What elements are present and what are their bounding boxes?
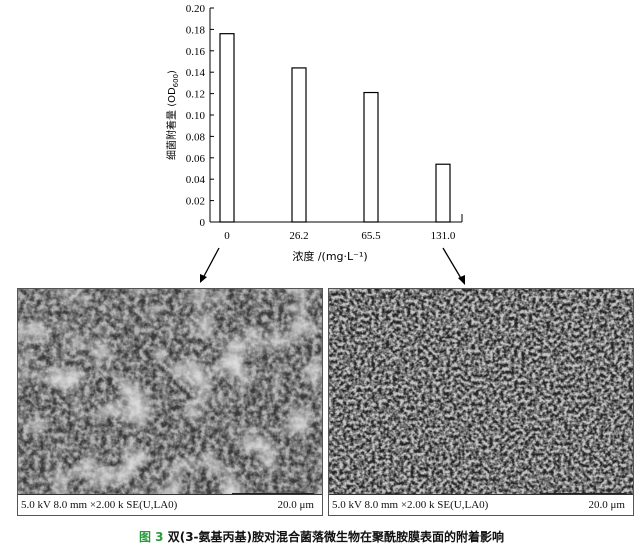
- arrow-right-head: [458, 275, 465, 285]
- x-tick-label: 65.5: [361, 230, 381, 242]
- scale-bar: [232, 493, 314, 500]
- y-tick-label: 0.04: [186, 174, 206, 186]
- y-tick-label: 0.20: [186, 3, 206, 15]
- sem-image-treated: 5.0 kV 8.0 mm ×2.00 k SE(U,LA0) 20.0 μm: [328, 288, 634, 516]
- sem-info-bar: 5.0 kV 8.0 mm ×2.00 k SE(U,LA0) 20.0 μm: [329, 493, 633, 515]
- y-tick-label: 0.08: [186, 131, 206, 143]
- y-tick-label: 0.02: [186, 196, 205, 208]
- caption-text: 双(3-氨基丙基)胺对混合菌落微生物在聚酰胺膜表面的附着影响: [167, 530, 505, 544]
- x-axis-label: 浓度 /(mg·L⁻¹): [292, 249, 367, 263]
- y-tick-label: 0.10: [186, 110, 206, 122]
- arrow-right: [442, 247, 463, 281]
- x-tick-label: 131.0: [431, 230, 456, 242]
- scale-bar: [543, 493, 625, 500]
- bar: [291, 67, 307, 223]
- bar: [363, 91, 379, 223]
- y-tick-label: 0.18: [186, 24, 206, 36]
- bar-chart: 0 0.02 0.04 0.06 0.08 0.10 0.12 0.14 0.16 0.18 0.2…: [165, 3, 465, 285]
- y-tick-label: 0: [200, 217, 206, 229]
- sem-image-control: 5.0 kV 8.0 mm ×2.00 k SE(U,LA0) 20.0 μm: [17, 288, 323, 516]
- arrow-left-head: [200, 274, 207, 283]
- x-tick-label: 26.2: [289, 230, 308, 242]
- y-tick-label: 0.12: [186, 89, 205, 101]
- sem-info-bar: 5.0 kV 8.0 mm ×2.00 k SE(U,LA0) 20.0 μm: [18, 493, 322, 515]
- y-tick-label: 0.06: [186, 153, 206, 165]
- scale-label: 20.0 μm: [277, 499, 314, 511]
- scale-label: 20.0 μm: [588, 499, 625, 511]
- arrow-left: [202, 247, 220, 279]
- figure-label: 图 3: [138, 530, 164, 544]
- y-axis-label: 细菌附着量 (OD600): [165, 70, 180, 160]
- x-tick-label: 0: [224, 230, 230, 242]
- sem-parameters: 5.0 kV 8.0 mm ×2.00 k SE(U,LA0): [332, 499, 489, 511]
- y-tick-label: 0.16: [186, 46, 206, 58]
- sem-parameters: 5.0 kV 8.0 mm ×2.00 k SE(U,LA0): [21, 499, 178, 511]
- bar: [219, 33, 235, 223]
- bar: [435, 163, 451, 223]
- y-tick-label: 0.14: [186, 67, 206, 79]
- figure-caption: 图 3 双(3-氨基丙基)胺对混合菌落微生物在聚酰胺膜表面的附着影响: [0, 528, 643, 545]
